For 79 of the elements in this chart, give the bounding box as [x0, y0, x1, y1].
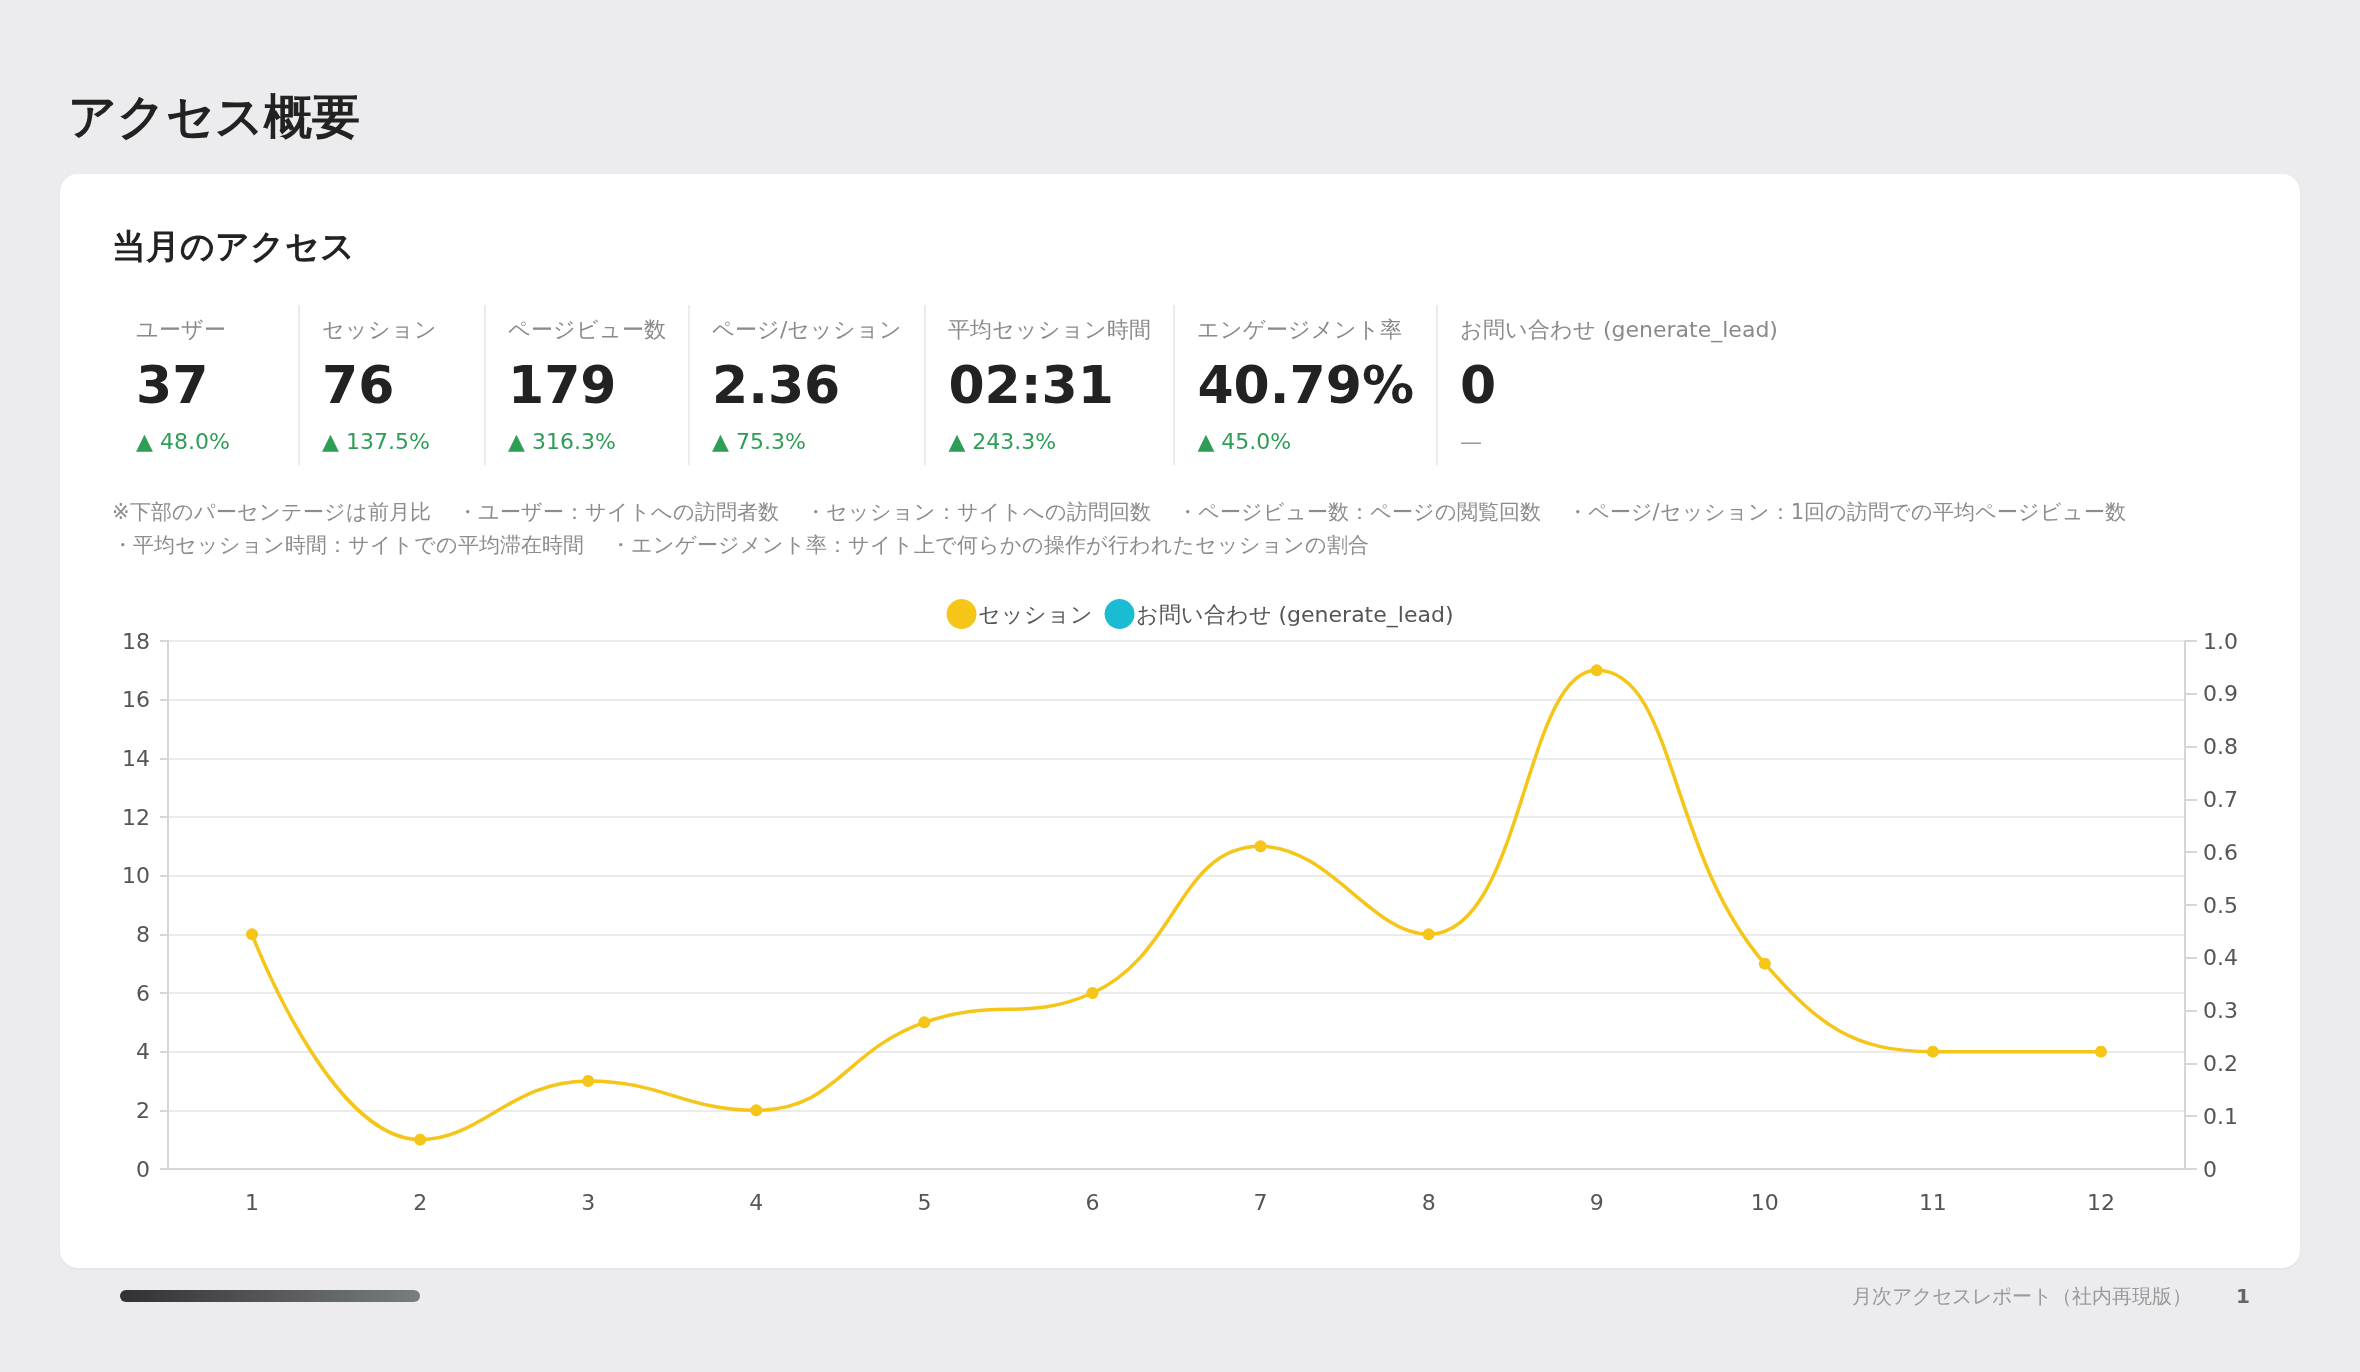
- x-tick-label: 5: [917, 1189, 932, 1215]
- text: アクセス概要: [68, 88, 360, 144]
- y-tick-label: 8: [136, 921, 150, 947]
- point: [582, 1075, 595, 1087]
- y2-tick-label: 0.3: [2203, 998, 2238, 1024]
- text: ・平均セッション時間：サイトでの平均滞在時間: [112, 532, 584, 559]
- category-label: ユーザー: [136, 317, 226, 342]
- text: 37: [136, 355, 209, 415]
- category-label: 平均セッション時間: [948, 317, 1152, 342]
- x-tick-label: 3: [581, 1189, 596, 1215]
- point: [1758, 957, 1771, 970]
- text: ▲ 137.5%: [322, 429, 430, 454]
- y-tick-label: 6: [136, 980, 150, 1006]
- x-tick-label: 7: [1253, 1189, 1268, 1215]
- y-tick-label: 18: [122, 628, 150, 654]
- y2-tick-label: 0.9: [2203, 681, 2238, 707]
- x-tick-label: 8: [1421, 1189, 1436, 1215]
- text: ・ユーザー：サイトへの訪問者数: [456, 499, 779, 526]
- y-tick-label: 16: [122, 687, 150, 713]
- text: 1: [2236, 1283, 2250, 1310]
- text: 76: [322, 355, 395, 415]
- y-tick-label: 4: [136, 1039, 150, 1065]
- y2-tick-label: 0.5: [2203, 892, 2238, 918]
- x-tick-label: 1: [245, 1189, 260, 1215]
- x-tick-label: 9: [1589, 1189, 1604, 1215]
- text: ▲ 243.3%: [948, 429, 1057, 454]
- y-tick-label: 12: [122, 804, 150, 830]
- y-tick-label: 14: [122, 745, 150, 771]
- category-label: ページ/セッション: [712, 317, 903, 342]
- category-label: エンゲージメント率: [1197, 317, 1403, 342]
- text: ▲ 45.0%: [1197, 429, 1292, 454]
- point: [1254, 840, 1267, 853]
- x-tick-label: 11: [1918, 1189, 1947, 1215]
- text: 当月のアクセス: [112, 226, 355, 266]
- text: ・エンゲージメント率：サイト上で何らかの操作が行われたセッションの割合: [610, 532, 1369, 559]
- y2-tick-label: 0.6: [2203, 839, 2238, 865]
- text: 0: [1460, 355, 1497, 415]
- y2-tick-label: 0.4: [2203, 945, 2238, 971]
- x-tick-label: 2: [413, 1189, 428, 1215]
- category-label: ページビュー数: [508, 317, 666, 342]
- point: [414, 1133, 427, 1146]
- point: [1926, 1045, 1939, 1058]
- y-tick-label: 0: [136, 1156, 150, 1182]
- x-tick-label: 6: [1085, 1189, 1100, 1215]
- text: ・ページ/セッション：1回の訪問での平均ページビュー数: [1566, 499, 2127, 526]
- text: ・ページビュー数：ページの閲覧回数: [1176, 499, 1541, 526]
- text: —: [1460, 429, 1483, 454]
- text: ▲ 75.3%: [712, 429, 806, 454]
- legend-label: セッション: [977, 601, 1093, 627]
- y2-tick-label: 0.7: [2203, 786, 2238, 812]
- x-tick-label: 12: [2086, 1189, 2115, 1215]
- y2-tick-label: 0.1: [2203, 1103, 2238, 1129]
- point: [1422, 928, 1435, 941]
- y-tick-label: 2: [136, 1097, 150, 1123]
- text: ▲ 316.3%: [508, 429, 616, 454]
- y2-tick-label: 0.2: [2203, 1050, 2238, 1076]
- y2-tick-label: 0: [2203, 1156, 2217, 1182]
- y2-tick-label: 0.8: [2203, 734, 2238, 760]
- legend-label: お問い合わせ (generate_lead): [1135, 601, 1454, 628]
- point: [918, 1016, 931, 1029]
- point: [1086, 987, 1099, 999]
- y2-tick-label: 1.0: [2203, 628, 2238, 654]
- category-label: お問い合わせ (generate_lead): [1460, 317, 1778, 342]
- point: [2094, 1045, 2107, 1058]
- text: 2.36: [712, 355, 841, 415]
- text: ※下部のパーセンテージは前月比: [112, 499, 431, 526]
- x-tick-label: 10: [1750, 1189, 1779, 1215]
- text: 月次アクセスレポート（社内再現版）: [1852, 1283, 2193, 1310]
- text: 179: [508, 355, 617, 415]
- point: [750, 1104, 763, 1117]
- text: ▲ 48.0%: [136, 429, 230, 454]
- text: 02:31: [948, 355, 1114, 415]
- text: 40.79%: [1197, 355, 1415, 415]
- point: [246, 928, 259, 941]
- text: ・セッション：サイトへの訪問回数: [804, 499, 1151, 526]
- y-tick-label: 10: [122, 863, 150, 889]
- x-tick-label: 4: [749, 1189, 764, 1215]
- point: [1590, 664, 1603, 677]
- category-label: セッション: [322, 317, 437, 342]
